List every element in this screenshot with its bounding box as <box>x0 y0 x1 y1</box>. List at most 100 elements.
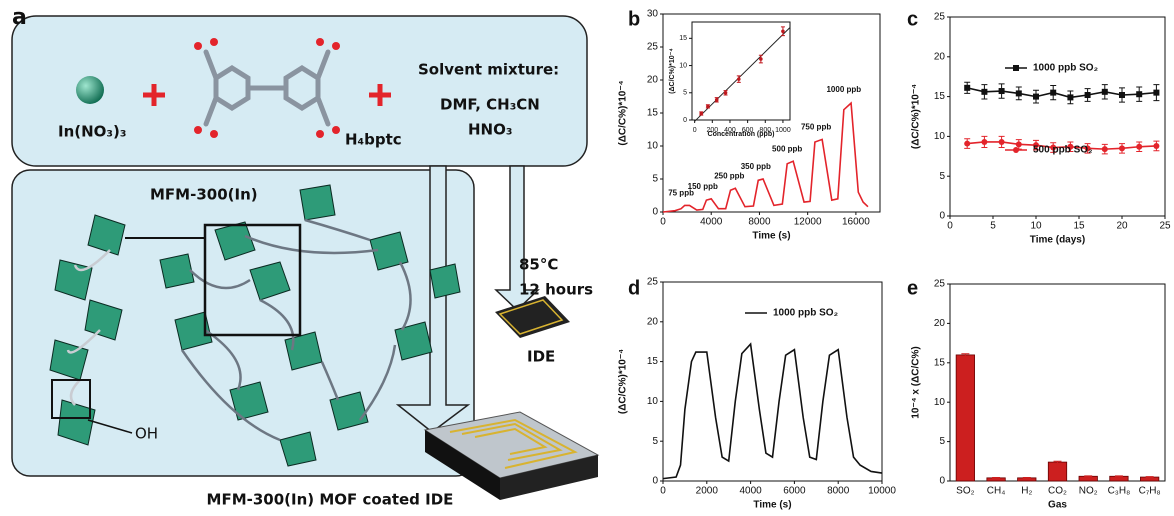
x-tick-label: NO₂ <box>1079 486 1098 497</box>
indium-ion <box>76 76 104 104</box>
y-tick-label: 20 <box>647 75 659 86</box>
data-point <box>964 141 970 147</box>
x-tick-label: CH₄ <box>987 486 1006 497</box>
ide-label: IDE <box>527 348 555 366</box>
y-tick-label: 5 <box>939 436 945 447</box>
coated-ide <box>425 412 598 500</box>
y-tick-label: 10 <box>647 396 659 407</box>
data-point <box>1136 91 1142 97</box>
x-tick-label: 1000 <box>775 127 791 134</box>
x-tick-label: SO₂ <box>956 486 974 497</box>
mof-name: MFM-300(In) <box>150 186 258 204</box>
x-tick-label: 15 <box>1073 221 1085 232</box>
data-point <box>981 139 987 145</box>
x-tick-label: 0 <box>660 486 666 497</box>
x-axis-label: Time (days) <box>1030 235 1085 246</box>
y-tick-label: 10 <box>679 62 687 69</box>
x-tick-label: 8000 <box>748 217 771 228</box>
y-tick-label: 0 <box>939 211 945 222</box>
y-tick-label: 25 <box>647 277 659 288</box>
x-tick-label: 2000 <box>696 486 719 497</box>
x-tick-label: 20 <box>1116 221 1128 232</box>
data-point <box>964 85 970 91</box>
panel-label: d <box>628 277 640 299</box>
data-point <box>999 88 1005 94</box>
data-point <box>1085 92 1091 98</box>
y-tick-label: 0 <box>652 476 658 487</box>
data-point <box>1050 90 1056 96</box>
y-tick-label: 15 <box>679 35 687 42</box>
bar <box>956 355 974 481</box>
y-tick-label: 25 <box>647 42 659 53</box>
small-ide <box>495 296 570 338</box>
data-point <box>1153 143 1159 149</box>
caption: MFM-300(In) MOF coated IDE <box>207 491 454 509</box>
legend-label: 500 ppb SO₂ <box>1033 145 1092 156</box>
y-tick-label: 20 <box>934 318 946 329</box>
x-tick-label: 16000 <box>842 217 870 228</box>
data-point <box>1016 90 1022 96</box>
legend-label: 1000 ppb SO₂ <box>773 308 838 319</box>
data-point <box>781 29 785 33</box>
hydroxyl-label: OH <box>135 425 158 443</box>
panel-label: b <box>628 8 640 30</box>
y-tick-label: 15 <box>934 357 946 368</box>
plot-frame <box>950 17 1165 216</box>
x-axis-label: Time (s) <box>753 500 791 511</box>
data-point <box>1033 94 1039 100</box>
x-tick-label: 25 <box>1159 221 1171 232</box>
data-point <box>981 89 987 95</box>
y-tick-label: 25 <box>934 12 946 23</box>
y-axis-label: (ΔC/C%)*10⁻⁴ <box>911 84 922 149</box>
x-axis-label: Concentration (ppb) <box>708 131 775 138</box>
error-bar <box>1023 477 1031 478</box>
data-point <box>724 91 728 95</box>
solvent-line: DMF, CH₃CN <box>440 96 540 114</box>
plot-frame <box>950 284 1165 481</box>
data-point <box>1016 141 1022 147</box>
data-point <box>1102 146 1108 152</box>
panel-a: a In(NO₃)₃ H₄bptc Solvent mixture: DMF, … <box>12 5 598 509</box>
data-point <box>706 105 710 109</box>
legend-marker <box>1013 147 1019 153</box>
annotation: 750 ppb <box>801 123 831 132</box>
y-axis-label: (ΔC/C%)*10⁻⁴ <box>618 349 629 414</box>
temperature: 85°C <box>519 256 558 274</box>
y-tick-label: 15 <box>647 108 659 119</box>
data-point <box>1119 92 1125 98</box>
x-tick-label: 10000 <box>868 486 896 497</box>
data-point <box>1102 89 1108 95</box>
data-point <box>999 139 1005 145</box>
metal-label: In(NO₃)₃ <box>58 123 126 141</box>
y-axis-label: (ΔC/C%)*10⁻⁴ <box>669 48 676 94</box>
y-tick-label: 10 <box>934 131 946 142</box>
annotation: 500 ppb <box>772 144 802 153</box>
solvent-line: HNO₃ <box>468 121 512 139</box>
duration: 12 hours <box>519 281 593 299</box>
data-point <box>1153 90 1159 96</box>
x-tick-label: 5 <box>990 221 996 232</box>
bar <box>1048 462 1066 481</box>
x-tick-label: 0 <box>693 127 697 134</box>
data-point <box>759 57 763 61</box>
figure: a In(NO₃)₃ H₄bptc Solvent mixture: DMF, … <box>0 0 1174 516</box>
y-axis-label: 10⁻⁴ x (ΔC/C%) <box>911 346 922 418</box>
data-line <box>663 344 882 479</box>
y-axis-label: (ΔC/C%)*10⁻⁴ <box>618 80 629 145</box>
x-tick-label: 0 <box>947 221 953 232</box>
annotation: 350 ppb <box>741 162 771 171</box>
y-tick-label: 5 <box>939 171 945 182</box>
x-tick-label: CO₂ <box>1048 486 1067 497</box>
error-bar <box>1084 476 1092 477</box>
x-tick-label: 10 <box>1030 221 1042 232</box>
x-tick-label: H₂ <box>1021 486 1032 497</box>
solvent-title: Solvent mixture: <box>418 61 559 79</box>
y-tick-label: 10 <box>647 141 659 152</box>
y-tick-label: 0 <box>652 207 658 218</box>
panel-label: c <box>907 8 918 30</box>
data-point <box>1136 144 1142 150</box>
x-tick-label: C₇H₈ <box>1139 486 1161 497</box>
y-tick-label: 0 <box>683 117 687 124</box>
x-tick-label: 12000 <box>794 217 822 228</box>
error-bar <box>992 477 1000 478</box>
